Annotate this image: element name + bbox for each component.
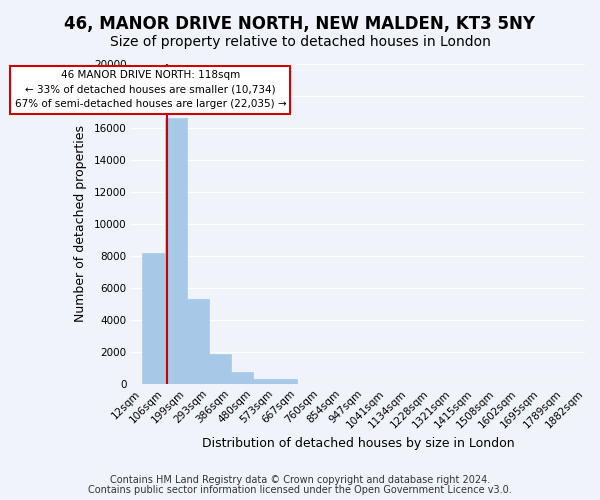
Text: 46 MANOR DRIVE NORTH: 118sqm
← 33% of detached houses are smaller (10,734)
67% o: 46 MANOR DRIVE NORTH: 118sqm ← 33% of de… [14,70,286,110]
Text: 46, MANOR DRIVE NORTH, NEW MALDEN, KT3 5NY: 46, MANOR DRIVE NORTH, NEW MALDEN, KT3 5… [65,15,536,33]
Bar [142,252,164,384]
Bar [209,354,231,384]
Bar [275,379,297,384]
Text: Contains HM Land Registry data © Crown copyright and database right 2024.: Contains HM Land Registry data © Crown c… [110,475,490,485]
X-axis label: Distribution of detached houses by size in London: Distribution of detached houses by size … [202,437,514,450]
Text: Contains public sector information licensed under the Open Government Licence v3: Contains public sector information licen… [88,485,512,495]
Text: Size of property relative to detached houses in London: Size of property relative to detached ho… [110,35,490,49]
Y-axis label: Number of detached properties: Number of detached properties [74,126,87,322]
Bar [187,299,209,384]
Bar [164,118,187,384]
Bar [231,372,253,384]
Bar [253,379,275,384]
